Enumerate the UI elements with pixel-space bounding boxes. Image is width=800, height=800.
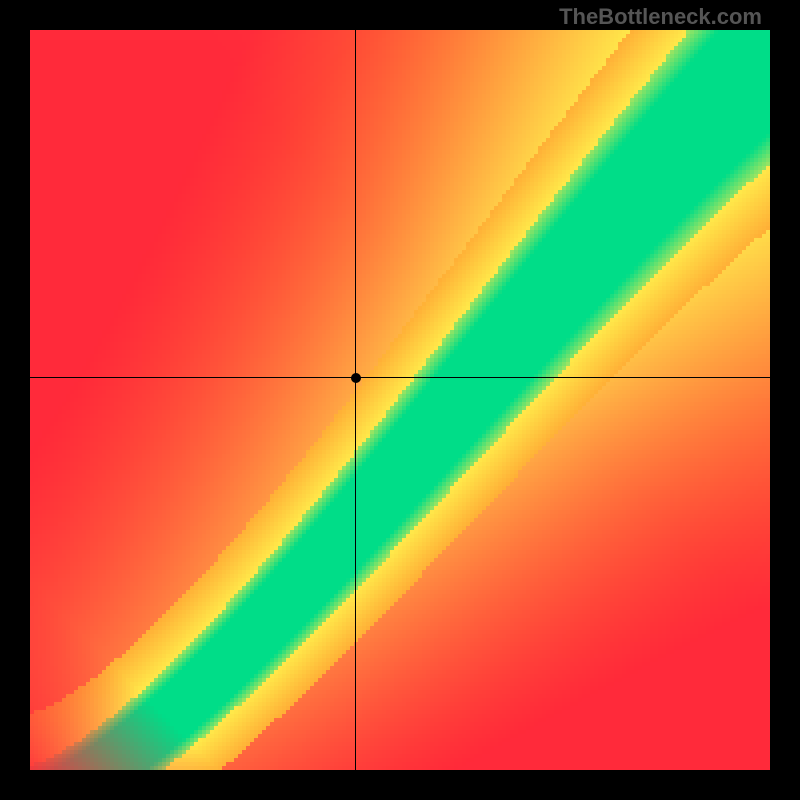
- heatmap-canvas: [30, 30, 770, 770]
- watermark-text: TheBottleneck.com: [559, 4, 762, 30]
- crosshair-horizontal: [30, 377, 770, 378]
- crosshair-vertical: [355, 30, 356, 770]
- crosshair-point: [351, 373, 361, 383]
